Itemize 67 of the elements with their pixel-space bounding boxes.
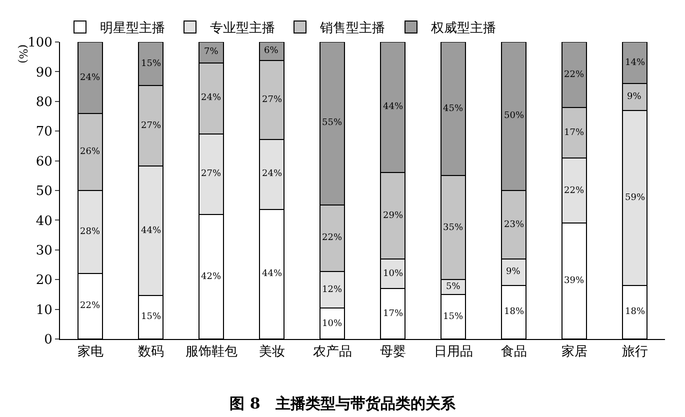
data-label: 15% (141, 312, 162, 322)
data-label: 15% (443, 312, 464, 322)
data-label: 9% (506, 267, 521, 277)
data-label: 27% (141, 121, 162, 131)
data-label: 22% (322, 233, 342, 243)
y-tick-label: 60 (36, 154, 52, 170)
data-label: 27% (262, 95, 282, 105)
y-tick-label: 40 (36, 214, 52, 229)
data-label: 17% (564, 128, 584, 138)
legend-label: 明星型主播 (100, 20, 165, 36)
y-tick-label: 50 (36, 184, 52, 200)
data-label: 35% (443, 223, 464, 233)
data-label: 24% (262, 169, 282, 179)
x-tick-label: 美妆 (258, 344, 285, 360)
x-tick-label: 服饰鞋包 (185, 344, 238, 360)
data-label: 44% (383, 102, 404, 112)
data-label: 26% (80, 147, 100, 157)
data-label: 24% (80, 73, 100, 83)
data-label: 10% (383, 269, 404, 279)
legend-label: 专业型主播 (210, 20, 275, 36)
legend-label: 销售型主播 (319, 20, 385, 36)
data-label: 44% (262, 269, 282, 279)
x-tick-label: 家电 (77, 344, 104, 360)
y-tick-label: 100 (28, 36, 52, 51)
x-tick-label: 数码 (138, 344, 164, 360)
data-label: 22% (80, 301, 100, 311)
y-tick-label: 20 (36, 273, 52, 288)
data-label: 14% (625, 58, 646, 68)
y-tick-label: 30 (36, 243, 52, 258)
x-tick-label: 家居 (561, 344, 588, 360)
data-label: 7% (204, 47, 219, 57)
data-label: 55% (322, 118, 342, 128)
x-tick-label: 旅行 (622, 344, 648, 360)
y-axis-title: (%) (16, 44, 30, 64)
data-label: 28% (80, 227, 100, 237)
data-label: 17% (383, 309, 404, 319)
data-label: 23% (504, 220, 524, 230)
data-label: 24% (201, 93, 222, 103)
data-label: 22% (564, 186, 584, 196)
data-label: 59% (625, 193, 646, 203)
y-tick-label: 10 (36, 302, 52, 318)
data-label: 22% (564, 70, 584, 80)
data-label: 44% (141, 226, 162, 236)
x-tick-label: 日用品 (434, 344, 473, 360)
y-tick-label: 90 (36, 65, 52, 80)
legend-label: 权威型主播 (430, 20, 496, 36)
data-label: 50% (504, 111, 524, 121)
data-label: 10% (322, 319, 342, 329)
data-label: 18% (625, 307, 646, 317)
data-label: 12% (322, 285, 342, 295)
data-label: 45% (443, 104, 464, 114)
x-tick-label: 食品 (500, 344, 527, 360)
data-label: 27% (201, 169, 222, 179)
y-tick-label: 80 (36, 94, 52, 110)
x-tick-label: 母婴 (380, 344, 406, 360)
y-tick-label: 0 (44, 332, 52, 348)
data-label: 39% (564, 276, 584, 286)
data-label: 5% (446, 282, 461, 292)
data-label: 18% (504, 307, 524, 317)
y-tick-label: 70 (36, 124, 52, 140)
text: 图 8 主播类型与带货品类的关系 (230, 394, 456, 413)
data-label: 15% (141, 59, 162, 69)
x-tick-label: 农产品 (312, 344, 352, 360)
data-label: 29% (383, 211, 404, 221)
data-label: 42% (201, 272, 222, 282)
data-label: 9% (627, 92, 642, 102)
data-label: 6% (264, 46, 279, 56)
